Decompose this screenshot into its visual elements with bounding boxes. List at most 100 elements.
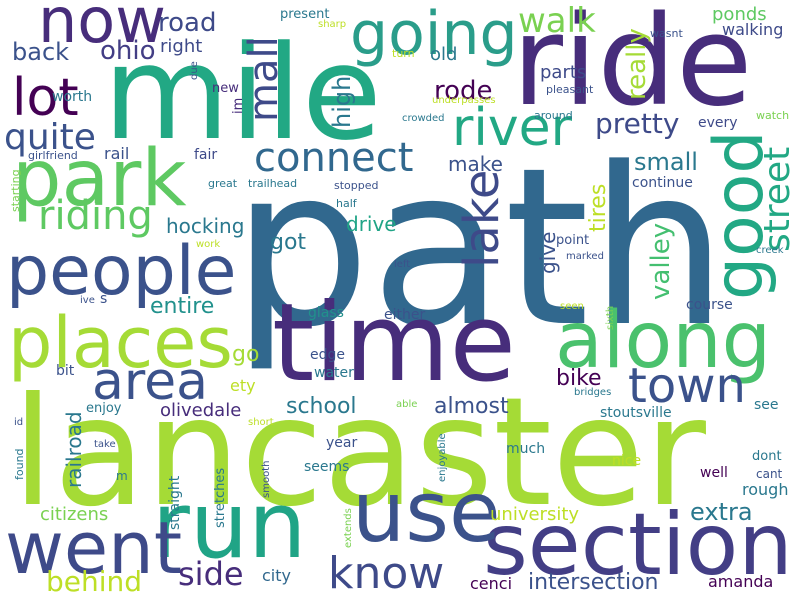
word-pretty: pretty xyxy=(595,107,680,140)
word-walk: walk xyxy=(518,1,596,41)
word-section: section xyxy=(483,495,793,595)
word-town: town xyxy=(628,358,746,414)
word-watch: watch xyxy=(756,109,790,122)
word-work: work xyxy=(196,239,221,250)
word-present: present xyxy=(280,7,330,22)
word-stretches: stretches xyxy=(213,467,228,528)
word-path: path xyxy=(232,122,728,375)
word-rail: rail xyxy=(104,144,130,163)
word-give: give xyxy=(536,231,560,274)
word-connect: connect xyxy=(254,135,414,181)
word-citizens: citizens xyxy=(40,504,109,525)
word-drive: drive xyxy=(346,212,397,236)
word-short: short xyxy=(248,417,274,428)
word-see: see xyxy=(754,397,779,413)
word-places: places xyxy=(8,302,233,384)
word-bit: bit xyxy=(56,363,75,379)
word-point: point xyxy=(556,233,590,248)
word-glass: glass xyxy=(308,305,344,321)
word-parts: parts xyxy=(540,62,587,83)
word-valley: valley xyxy=(646,222,676,300)
word-walking: walking xyxy=(722,20,784,39)
word-well: well xyxy=(700,465,728,481)
word-went: went xyxy=(5,506,183,590)
word-ride: ride xyxy=(512,0,753,134)
word-pleasant: pleasant xyxy=(546,83,594,96)
word-river: river xyxy=(452,98,572,158)
word-really: really xyxy=(622,28,652,100)
word-bridges: bridges xyxy=(574,387,612,398)
word-id: id xyxy=(14,417,24,428)
word-know: know xyxy=(328,548,445,599)
word-city: city xyxy=(262,566,291,585)
word-lancaster: lancaster xyxy=(12,366,706,540)
word-seems: seems xyxy=(304,459,350,475)
word-riding: riding xyxy=(38,193,153,239)
word-street: street xyxy=(757,146,798,252)
word-s: s xyxy=(100,291,108,307)
word-back: back xyxy=(12,38,70,66)
word-right: right xyxy=(160,36,203,57)
word-ive: ive xyxy=(80,295,95,306)
word-mile: mile xyxy=(103,17,382,169)
word-enjoy: enjoy xyxy=(86,401,122,416)
word-course: course xyxy=(686,297,733,313)
word-olivedale: olivedale xyxy=(160,400,242,421)
word-girlfriend: girlfriend xyxy=(28,149,78,162)
word-side: side xyxy=(178,555,244,593)
word-creek: creek xyxy=(756,245,784,256)
word-enjoyable: enjoyable xyxy=(437,433,448,482)
word-railroad: railroad xyxy=(62,411,86,488)
word-got: got xyxy=(270,230,307,255)
word-crowded: crowded xyxy=(402,113,445,124)
word-old: old xyxy=(430,44,458,65)
word-every: every xyxy=(698,115,738,131)
word-rode: rode xyxy=(434,76,493,106)
word-time: time xyxy=(272,281,517,406)
word-amanda: amanda xyxy=(708,572,774,591)
word-rough: rough xyxy=(742,480,789,499)
word-road: road xyxy=(158,8,217,38)
word-sixth: sixth xyxy=(605,305,616,330)
word-m: m xyxy=(116,469,128,483)
word-nice: nice xyxy=(612,453,642,469)
word-school: school xyxy=(286,394,357,419)
word-starting: starting xyxy=(9,169,22,212)
word-lot: lot xyxy=(12,68,79,128)
word-along: along xyxy=(555,296,772,386)
word-behind: behind xyxy=(46,565,143,598)
word-year: year xyxy=(326,435,358,451)
word-sharp: sharp xyxy=(318,19,347,30)
word-edge: edge xyxy=(310,347,345,363)
word-small: small xyxy=(634,148,698,176)
word-extra: extra xyxy=(690,498,753,526)
word-straight: straight xyxy=(167,475,183,530)
word-ponds: ponds xyxy=(712,4,767,25)
word-quite: quite xyxy=(4,117,96,158)
word-run: run xyxy=(152,472,307,579)
word-continue: continue xyxy=(632,175,693,191)
word-marked: marked xyxy=(566,251,604,262)
word-either: either xyxy=(384,307,426,323)
word-great: great xyxy=(208,177,238,190)
word-tires: tires xyxy=(586,183,611,232)
word-wasnt: wasnt xyxy=(650,27,683,40)
word-able: able xyxy=(396,399,418,410)
word-people: people xyxy=(6,232,237,311)
word-cenci: cenci xyxy=(470,574,513,593)
word-due: due xyxy=(189,61,200,80)
word-going: going xyxy=(350,0,518,69)
word-worth: worth xyxy=(52,89,93,105)
word-seen: seen xyxy=(560,301,584,312)
word-high: high xyxy=(328,75,356,128)
word-left: left xyxy=(394,259,411,270)
word-around: around xyxy=(534,109,573,122)
word-area: area xyxy=(92,352,208,412)
word-much: much xyxy=(506,441,546,457)
word-fair: fair xyxy=(194,147,218,163)
word-underpasses: underpasses xyxy=(432,95,496,106)
word-bike: bike xyxy=(556,366,602,391)
word-im: im xyxy=(231,97,246,114)
word-intersection: intersection xyxy=(528,570,659,595)
